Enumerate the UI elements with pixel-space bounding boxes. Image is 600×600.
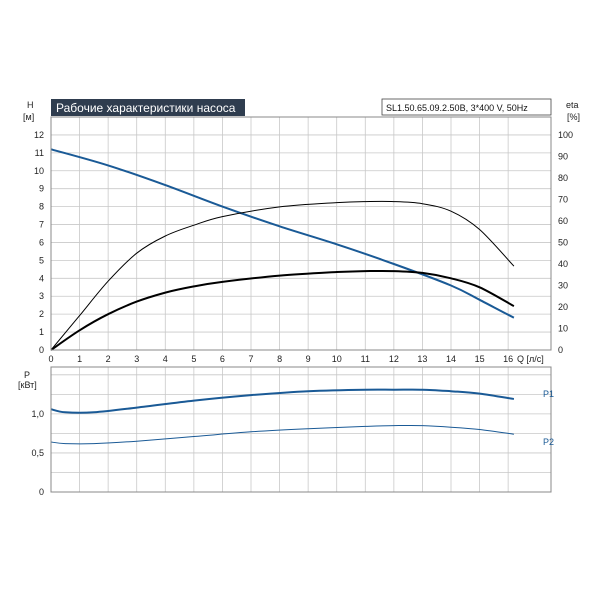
power-legend: P1 P2 [543, 389, 554, 447]
x-tick-label: 12 [389, 354, 399, 364]
eta-tick-label: 50 [558, 237, 568, 247]
power-curve-p2 [50, 424, 514, 445]
legend-label-p2: P2 [543, 437, 554, 447]
title-background [51, 99, 245, 116]
lower-series [50, 388, 515, 445]
head-efficiency-plot: 0 1 2 3 4 5 6 7 8 9 10 11 12 13 14 15 160123456789101112… [34, 116, 573, 364]
h-tick-label: 12 [34, 130, 44, 140]
x-tick-label: 4 [163, 354, 168, 364]
power-plot: 0 0,5 1,0 [31, 366, 552, 497]
x-tick-label: 7 [248, 354, 253, 364]
h-tick-label: 7 [39, 220, 44, 230]
h-tick-label: 8 [39, 202, 44, 212]
efficiency-curve [50, 200, 515, 351]
head-curve [50, 148, 515, 319]
x-tick-label: 5 [191, 354, 196, 364]
x-tick-label: 3 [134, 354, 139, 364]
p-axis-label: P [24, 370, 30, 380]
upper-plot-frame [50, 116, 552, 351]
x-tick-label: 1 [77, 354, 82, 364]
lower-grid [51, 367, 551, 492]
x-tick-label: 6 [220, 354, 225, 364]
eta-tick-label: 10 [558, 323, 568, 333]
eta-tick-label: 70 [558, 194, 568, 204]
x-tick-label: 14 [446, 354, 456, 364]
x-tick-label: 13 [417, 354, 427, 364]
q-axis-label: Q [л/с] [517, 354, 544, 364]
x-tick-label: 8 [277, 354, 282, 364]
eta-tick-label: 0 [558, 345, 563, 355]
p-axis-unit: [кВт] [18, 380, 37, 390]
eta-tick-label: 40 [558, 259, 568, 269]
eta-tick-label: 100 [558, 130, 573, 140]
h-tick-label: 11 [35, 148, 44, 158]
legend-label-p1: P1 [543, 389, 554, 399]
x-tick-label: 11 [361, 354, 370, 364]
x-tick-label: 16 [503, 354, 513, 364]
upper-tick-labels: 0 1 2 3 4 5 6 7 8 9 10 11 12 13 14 15 160123456789101112… [34, 130, 573, 364]
eta-tick-label: 20 [558, 302, 568, 312]
h-tick-label: 4 [39, 273, 44, 283]
p-tick-label: 0,5 [31, 448, 44, 458]
eta-axis-unit: [%] [567, 112, 580, 122]
eta-tick-label: 80 [558, 173, 568, 183]
x-tick-label: 15 [475, 354, 485, 364]
x-tick-label: 10 [332, 354, 342, 364]
h-tick-label: 1 [39, 327, 44, 337]
power-curve-p1 [50, 388, 515, 414]
h-tick-label: 10 [34, 166, 44, 176]
h-tick-label: 9 [39, 184, 44, 194]
x-tick-label: 0 [48, 354, 53, 364]
lower-tick-labels: 0 0,5 1,0 [31, 409, 44, 497]
h-axis-label: H [27, 100, 34, 110]
pump-model-label: SL1.50.65.09.2.50B, 3*400 V, 50Hz [386, 103, 528, 113]
h-axis-unit: [м] [23, 112, 34, 122]
upper-grid [51, 117, 551, 350]
h-tick-label: 3 [39, 291, 44, 301]
p-tick-label: 1,0 [31, 409, 44, 419]
h-tick-label: 5 [39, 255, 44, 265]
model-box [381, 98, 552, 116]
h-tick-label: 6 [39, 237, 44, 247]
chart-title: Рабочие характеристики насоса [56, 101, 236, 115]
lower-plot-frame [50, 366, 552, 493]
eta-tick-label: 60 [558, 216, 568, 226]
upper-series [50, 148, 515, 351]
shaft-head-curve [50, 269, 515, 351]
h-tick-label: 2 [39, 309, 44, 319]
eta-axis-label: eta [566, 100, 579, 110]
x-tick-label: 9 [306, 354, 311, 364]
eta-tick-label: 90 [558, 151, 568, 161]
h-tick-label: 0 [39, 345, 44, 355]
eta-tick-label: 30 [558, 280, 568, 290]
p-tick-label: 0 [39, 487, 44, 497]
x-tick-label: 2 [106, 354, 111, 364]
